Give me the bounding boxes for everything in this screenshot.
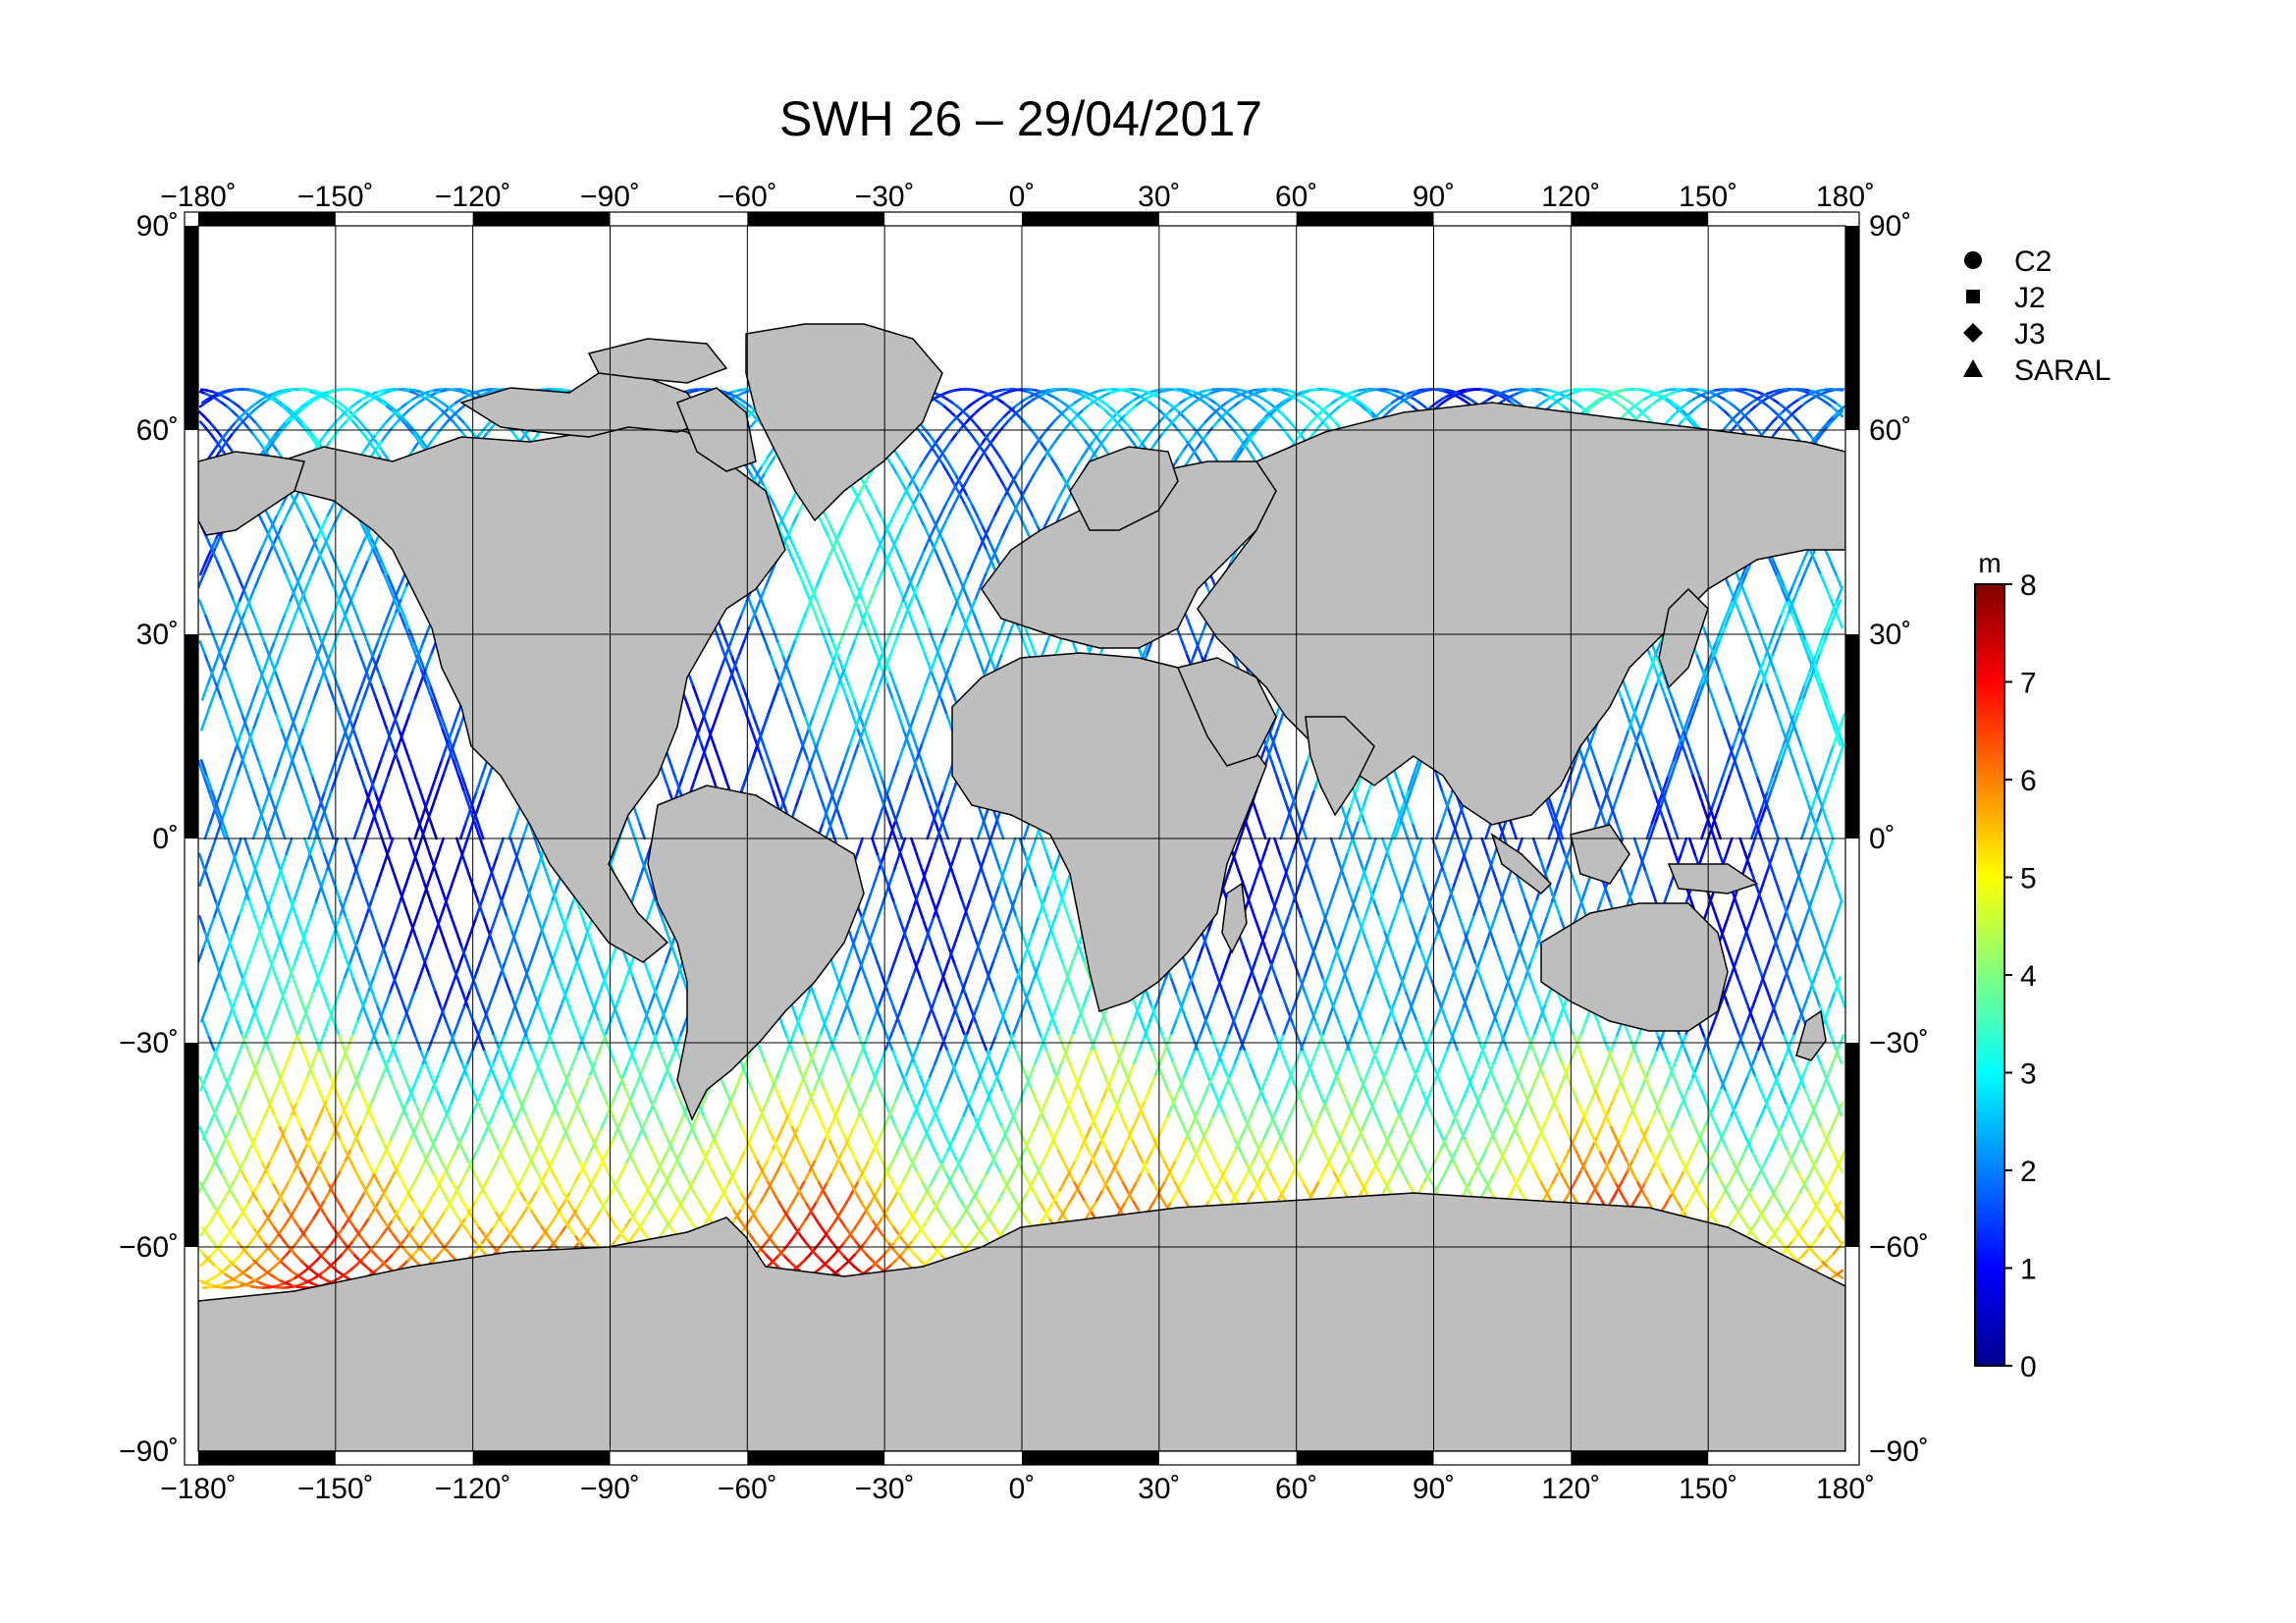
new-zealand (1795, 1009, 1827, 1061)
map-title: SWH 26 – 29/04/2017 (779, 91, 1262, 146)
colorbar-tick: 5 (2020, 863, 2037, 895)
map-frame (184, 211, 1860, 1466)
scandinavia (1069, 446, 1179, 531)
legend-label: C2 (2014, 245, 2052, 278)
colorbar-unit: m (1978, 548, 2001, 578)
colorbar-tick: 0 (2020, 1351, 2037, 1383)
lat-tick-right: 0˚ (1869, 823, 1896, 855)
lat-tick-left: −60˚ (119, 1231, 179, 1264)
lon-tick-bottom: 30˚ (1138, 1473, 1180, 1505)
legend-label: SARAL (2014, 354, 2110, 387)
lat-tick-left: 90˚ (136, 210, 179, 243)
madagascar (1221, 882, 1248, 954)
graticule (198, 226, 1845, 1451)
lon-tick-bottom: 0˚ (1009, 1473, 1036, 1505)
colorbar-tick: 1 (2020, 1254, 2037, 1286)
swh-colorbar: m 0 1 2 3 4 5 6 7 8 (1974, 548, 2037, 1383)
sumatra (1490, 833, 1553, 894)
lon-tick-bottom: 120˚ (1541, 1473, 1600, 1505)
lon-tick-bottom: −120˚ (435, 1473, 511, 1505)
lon-tick-top: 90˚ (1413, 181, 1455, 213)
lat-tick-right: 60˚ (1869, 414, 1911, 447)
lon-tick-top: 180˚ (1816, 181, 1875, 213)
lat-tick-left: −90˚ (119, 1435, 179, 1468)
lat-tick-left: 30˚ (136, 619, 179, 651)
lat-tick-right: −30˚ (1869, 1027, 1929, 1059)
lon-tick-bottom: 150˚ (1679, 1473, 1737, 1505)
diamond-marker-icon (1963, 323, 1983, 343)
lon-tick-top: 150˚ (1679, 181, 1737, 213)
lon-tick-top: 30˚ (1138, 181, 1180, 213)
lat-tick-right: −60˚ (1869, 1231, 1929, 1264)
lon-tick-bottom: −60˚ (718, 1473, 777, 1505)
lon-tick-bottom: 60˚ (1275, 1473, 1317, 1505)
triangle-marker-icon (1963, 359, 1983, 377)
colorbar-tick: 2 (2020, 1156, 2037, 1188)
lon-tick-top: −90˚ (580, 181, 640, 213)
arabian-peninsula (1176, 657, 1277, 767)
legend-label: J3 (2014, 318, 2046, 351)
lon-tick-bottom: −90˚ (580, 1473, 640, 1505)
lon-tick-bottom: −180˚ (160, 1473, 237, 1505)
legend-item-c2: C2 (1964, 245, 2052, 278)
legend-item-j3: J3 (1963, 318, 2046, 351)
colorbar-tick: 8 (2020, 569, 2037, 602)
borneo (1570, 824, 1630, 885)
greenland (745, 323, 943, 522)
africa (951, 652, 1267, 1012)
colorbar-tick: 7 (2020, 668, 2037, 700)
lon-tick-top: −60˚ (718, 181, 777, 213)
lon-tick-top: 60˚ (1275, 181, 1317, 213)
asia (1197, 402, 1845, 826)
lat-tick-left: 60˚ (136, 414, 179, 447)
circle-marker-icon (1964, 251, 1982, 269)
tick-labels: −180˚ −180˚ −150˚ −150˚ −120˚ −120˚ −90˚ −90˚ −6… (119, 181, 1929, 1505)
lon-tick-top: 120˚ (1541, 181, 1600, 213)
lon-tick-top: −180˚ (160, 181, 237, 213)
legend-label: J2 (2014, 282, 2046, 314)
ellesmere-island (587, 338, 728, 384)
lon-tick-bottom: 90˚ (1413, 1473, 1455, 1505)
south-america (647, 784, 865, 1121)
lat-tick-right: −90˚ (1869, 1435, 1929, 1468)
lat-tick-right: 90˚ (1869, 210, 1911, 243)
colorbar-tick: 6 (2020, 765, 2037, 797)
lon-tick-top: −150˚ (297, 181, 374, 213)
japan (1658, 587, 1709, 689)
lon-tick-top: −120˚ (435, 181, 511, 213)
legend-item-j2: J2 (1966, 282, 2046, 314)
lon-tick-bottom: −150˚ (297, 1473, 374, 1505)
lat-tick-right: 30˚ (1869, 619, 1911, 651)
india (1305, 716, 1375, 817)
new-guinea (1667, 863, 1759, 894)
square-marker-icon (1966, 290, 1980, 303)
legend-item-saral: SARAL (1963, 354, 2110, 387)
lat-tick-left: −30˚ (119, 1027, 179, 1059)
colorbar-tick: 4 (2020, 960, 2037, 993)
colorbar-gradient (1974, 583, 2005, 1367)
colorbar-tick: 3 (2020, 1058, 2037, 1091)
lon-tick-top: 0˚ (1009, 181, 1036, 213)
lat-tick-left: 0˚ (152, 823, 179, 855)
lon-tick-bottom: 180˚ (1816, 1473, 1875, 1505)
lon-tick-top: −30˚ (855, 181, 915, 213)
lon-tick-bottom: −30˚ (855, 1473, 915, 1505)
alaska (198, 451, 305, 536)
